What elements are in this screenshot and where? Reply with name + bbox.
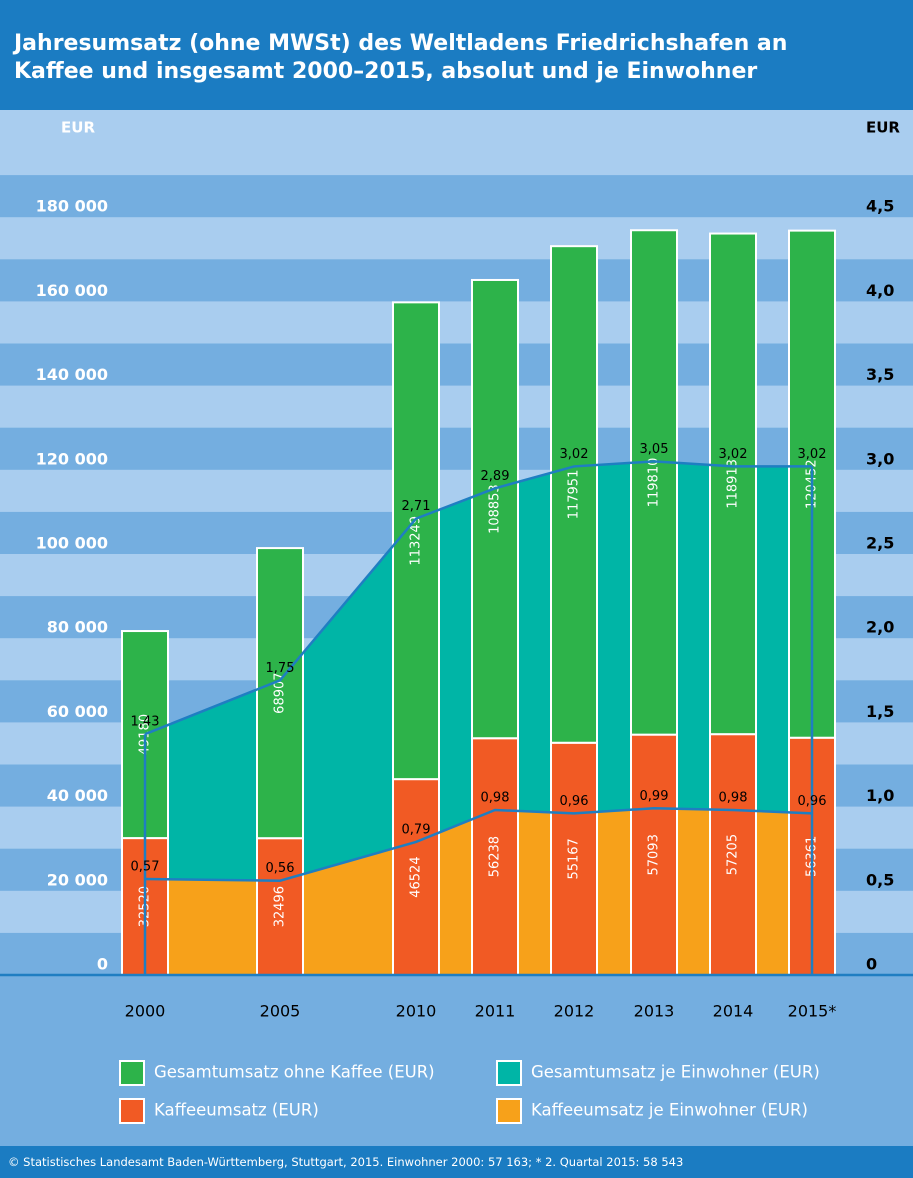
- bar: [709, 733, 757, 976]
- line-value-label: 0,56: [266, 861, 295, 876]
- y-tick-label: 100 000: [36, 534, 108, 553]
- x-tick-label: 2014: [713, 1002, 754, 1021]
- line-value-label: 1,43: [131, 715, 160, 730]
- y2-tick-label: 3,5: [866, 365, 894, 384]
- y-tick-label: 60 000: [47, 702, 108, 721]
- y-tick-label: 120 000: [36, 449, 108, 468]
- y-tick-label: 20 000: [47, 870, 108, 889]
- stripe: [0, 385, 913, 428]
- bar: [550, 741, 598, 977]
- bar-value-label: 113249: [409, 516, 424, 566]
- bar: [392, 301, 440, 781]
- source-note: © Statistisches Landesamt Baden-Württemb…: [0, 1146, 913, 1178]
- bar-value-label: 119810: [647, 458, 662, 508]
- stripe: [0, 133, 913, 176]
- stripe: [0, 301, 913, 344]
- y-tick-label: 180 000: [36, 197, 108, 216]
- legend-swatch: [496, 1098, 522, 1124]
- x-tick-label: 2010: [396, 1002, 437, 1021]
- legend-label: Kaffeeumsatz (EUR): [154, 1101, 319, 1120]
- y-tick-label: 40 000: [47, 786, 108, 805]
- bar: [392, 778, 440, 977]
- line-value-label: 0,96: [560, 794, 589, 809]
- legend-swatch: [119, 1060, 145, 1086]
- area-edge: [0, 466, 913, 977]
- y2-tick-label: 4,5: [866, 197, 894, 216]
- bar: [256, 837, 304, 976]
- bar: [256, 547, 304, 840]
- bar: [471, 278, 519, 740]
- line: [144, 460, 812, 736]
- chart-title: Jahresumsatz (ohne MWSt) des Weltladens …: [0, 0, 913, 110]
- y2-tick-label: 2,0: [866, 618, 894, 637]
- line-value-label: 3,02: [719, 447, 748, 462]
- bar-value-label: 56238: [488, 836, 503, 877]
- line-value-label: 0,98: [719, 790, 748, 805]
- bar-value-label: 57205: [726, 834, 741, 875]
- y-tick-label: 160 000: [36, 281, 108, 300]
- x-tick-label: 2012: [554, 1002, 595, 1021]
- y-tick-label: 140 000: [36, 365, 108, 384]
- y2-tick-label: 0: [866, 955, 877, 974]
- y2-tick-label: 1,0: [866, 786, 894, 805]
- x-tick-label: 2013: [634, 1002, 675, 1021]
- legend-label: Gesamtumsatz ohne Kaffee (EUR): [154, 1063, 435, 1082]
- line-value-label: 0,96: [798, 794, 827, 809]
- stripe: [0, 110, 913, 133]
- bar: [630, 229, 678, 736]
- y2-tick-label: 3,0: [866, 449, 894, 468]
- line-value-label: 3,02: [560, 447, 589, 462]
- bar: [709, 232, 757, 736]
- y2-tick-label: 4,0: [866, 281, 894, 300]
- y2-tick-label: 2,5: [866, 534, 894, 553]
- bar-value-label: 117951: [567, 470, 582, 520]
- line-value-label: 0,57: [131, 860, 160, 875]
- legend-label: Kaffeeumsatz je Einwohner (EUR): [531, 1101, 808, 1120]
- x-tick-label: 2015*: [788, 1002, 837, 1021]
- line-value-label: 2,71: [402, 499, 431, 514]
- legend-label: Gesamtumsatz je Einwohner (EUR): [531, 1063, 820, 1082]
- x-tick-label: 2011: [475, 1002, 516, 1021]
- bar-value-label: 57093: [647, 834, 662, 875]
- bar-value-label: 118913: [726, 459, 741, 509]
- y2-tick-label: 0,5: [866, 870, 894, 889]
- line-value-label: 2,89: [481, 469, 510, 484]
- y-tick-label: 80 000: [47, 618, 108, 637]
- legend-swatch: [496, 1060, 522, 1086]
- line-value-label: 0,99: [640, 789, 669, 804]
- x-tick-label: 2000: [125, 1002, 166, 1021]
- y-axis-label: EUR: [61, 119, 95, 137]
- line-value-label: 1,75: [266, 661, 295, 676]
- legend-swatch: [119, 1098, 145, 1124]
- bar: [630, 733, 678, 977]
- chart: EUR EUR 0 20 000 40 000 60 000 80 000 100 000 12…: [0, 110, 913, 1124]
- y-tick-label: 0: [97, 955, 108, 974]
- line-value-label: 0,98: [481, 790, 510, 805]
- line: [144, 807, 813, 882]
- bar-value-label: 46524: [409, 856, 424, 897]
- x-tick-label: 2005: [260, 1002, 301, 1021]
- y2-tick-label: 1,5: [866, 702, 894, 721]
- bar-value-label: 32496: [273, 886, 288, 927]
- line-value-label: 3,05: [640, 442, 669, 457]
- line-value-label: 3,02: [798, 447, 827, 462]
- y2-axis-label: EUR: [866, 119, 900, 137]
- bar-value-label: 55167: [567, 838, 582, 879]
- bar-value-label: 108853: [488, 484, 503, 534]
- line-value-label: 0,79: [402, 822, 431, 837]
- stripe: [0, 217, 913, 260]
- bar: [550, 245, 598, 744]
